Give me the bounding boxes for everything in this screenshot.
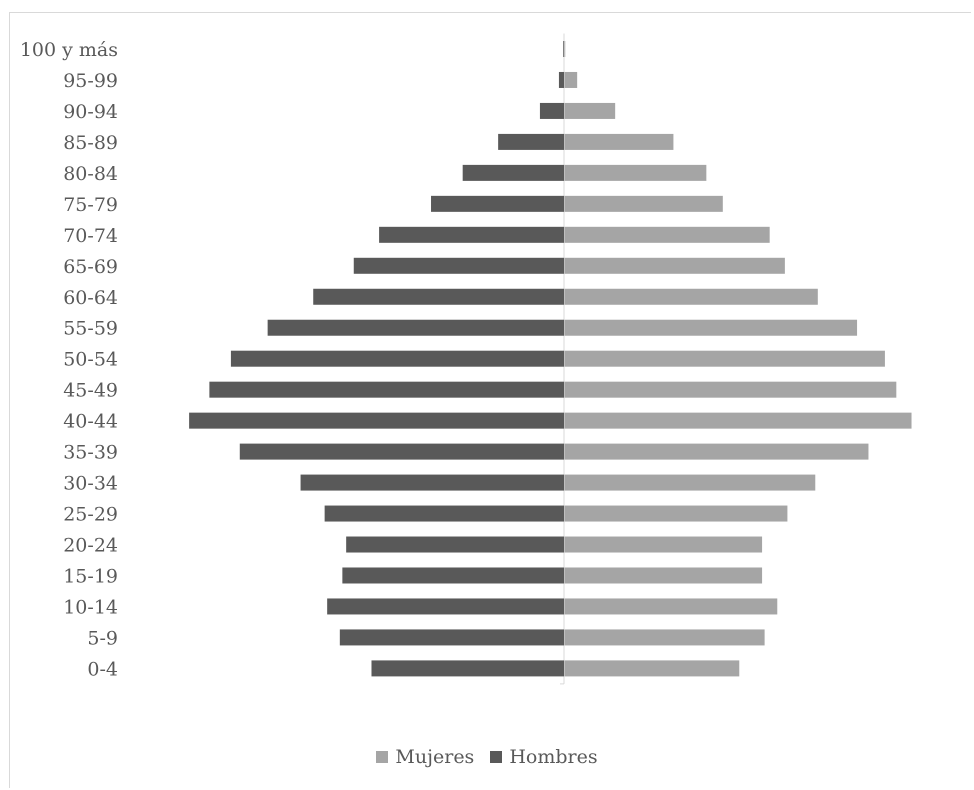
bar-hombres-1 <box>558 71 564 88</box>
bar-hombres-6 <box>379 226 564 243</box>
legend-item-hombres: Hombres <box>490 746 598 768</box>
category-label: 45-49 <box>63 380 118 402</box>
category-label: 35-39 <box>63 442 118 464</box>
bar-mujeres-19 <box>564 629 765 646</box>
bar-hombres-10 <box>230 350 564 367</box>
bar-hombres-0 <box>563 41 564 57</box>
bar-hombres-4 <box>462 164 564 181</box>
legend: Mujeres Hombres <box>0 746 974 768</box>
bar-mujeres-5 <box>564 195 723 212</box>
category-label: 70-74 <box>63 225 118 247</box>
bar-hombres-15 <box>324 505 564 522</box>
category-label: 50-54 <box>63 349 118 371</box>
category-label: 15-19 <box>63 565 118 587</box>
bar-mujeres-18 <box>564 598 778 615</box>
legend-swatch-hombres <box>490 751 503 763</box>
bar-hombres-14 <box>300 474 564 491</box>
bar-mujeres-17 <box>564 567 763 584</box>
bar-mujeres-0 <box>564 41 566 57</box>
bar-mujeres-3 <box>564 133 674 150</box>
category-label: 90-94 <box>63 101 118 123</box>
bar-mujeres-4 <box>564 164 707 181</box>
category-label: 75-79 <box>63 194 118 216</box>
legend-item-mujeres: Mujeres <box>376 746 474 768</box>
bar-hombres-20 <box>371 660 564 677</box>
bar-hombres-8 <box>313 288 564 305</box>
bar-mujeres-1 <box>564 71 578 88</box>
category-label: 10-14 <box>63 596 118 618</box>
bar-hombres-12 <box>189 412 564 429</box>
bar-mujeres-2 <box>564 102 616 119</box>
bar-hombres-5 <box>431 195 564 212</box>
bar-mujeres-12 <box>564 412 912 429</box>
category-label: 100 y más <box>20 39 118 61</box>
bar-hombres-2 <box>539 102 564 119</box>
category-label: 65-69 <box>63 256 118 278</box>
category-label: 5-9 <box>87 627 118 649</box>
bar-mujeres-8 <box>564 288 818 305</box>
bar-hombres-9 <box>267 319 564 336</box>
category-label: 30-34 <box>63 473 118 495</box>
category-label: 40-44 <box>63 411 118 433</box>
bar-hombres-11 <box>209 381 564 398</box>
bar-hombres-16 <box>346 536 564 553</box>
bar-hombres-17 <box>342 567 564 584</box>
bar-hombres-18 <box>327 598 564 615</box>
category-label: 85-89 <box>63 132 118 154</box>
category-label: 20-24 <box>63 535 118 557</box>
bar-hombres-7 <box>353 257 564 274</box>
bar-mujeres-11 <box>564 381 897 398</box>
legend-swatch-mujeres <box>376 751 389 763</box>
bar-mujeres-13 <box>564 443 869 460</box>
category-label: 55-59 <box>63 318 118 340</box>
category-label: 60-64 <box>63 287 118 309</box>
legend-label-hombres: Hombres <box>509 746 598 768</box>
bar-hombres-19 <box>339 629 564 646</box>
bar-hombres-3 <box>498 133 564 150</box>
legend-label-mujeres: Mujeres <box>395 746 475 768</box>
category-label: 25-29 <box>63 504 118 526</box>
category-label: 80-84 <box>63 163 118 185</box>
bar-mujeres-20 <box>564 660 740 677</box>
bar-mujeres-16 <box>564 536 763 553</box>
bar-mujeres-9 <box>564 319 858 336</box>
population-pyramid-chart: 100 y más 95-99 90-94 85-89 80-84 75-79 70-74 6… <box>20 33 912 685</box>
bar-mujeres-10 <box>564 350 885 367</box>
bar-hombres-13 <box>239 443 564 460</box>
chart-frame <box>9 12 971 788</box>
bar-mujeres-7 <box>564 257 785 274</box>
bar-mujeres-14 <box>564 474 816 491</box>
category-label: 95-99 <box>63 70 118 92</box>
category-label: 0-4 <box>87 658 118 680</box>
bar-mujeres-6 <box>564 226 770 243</box>
bar-mujeres-15 <box>564 505 788 522</box>
